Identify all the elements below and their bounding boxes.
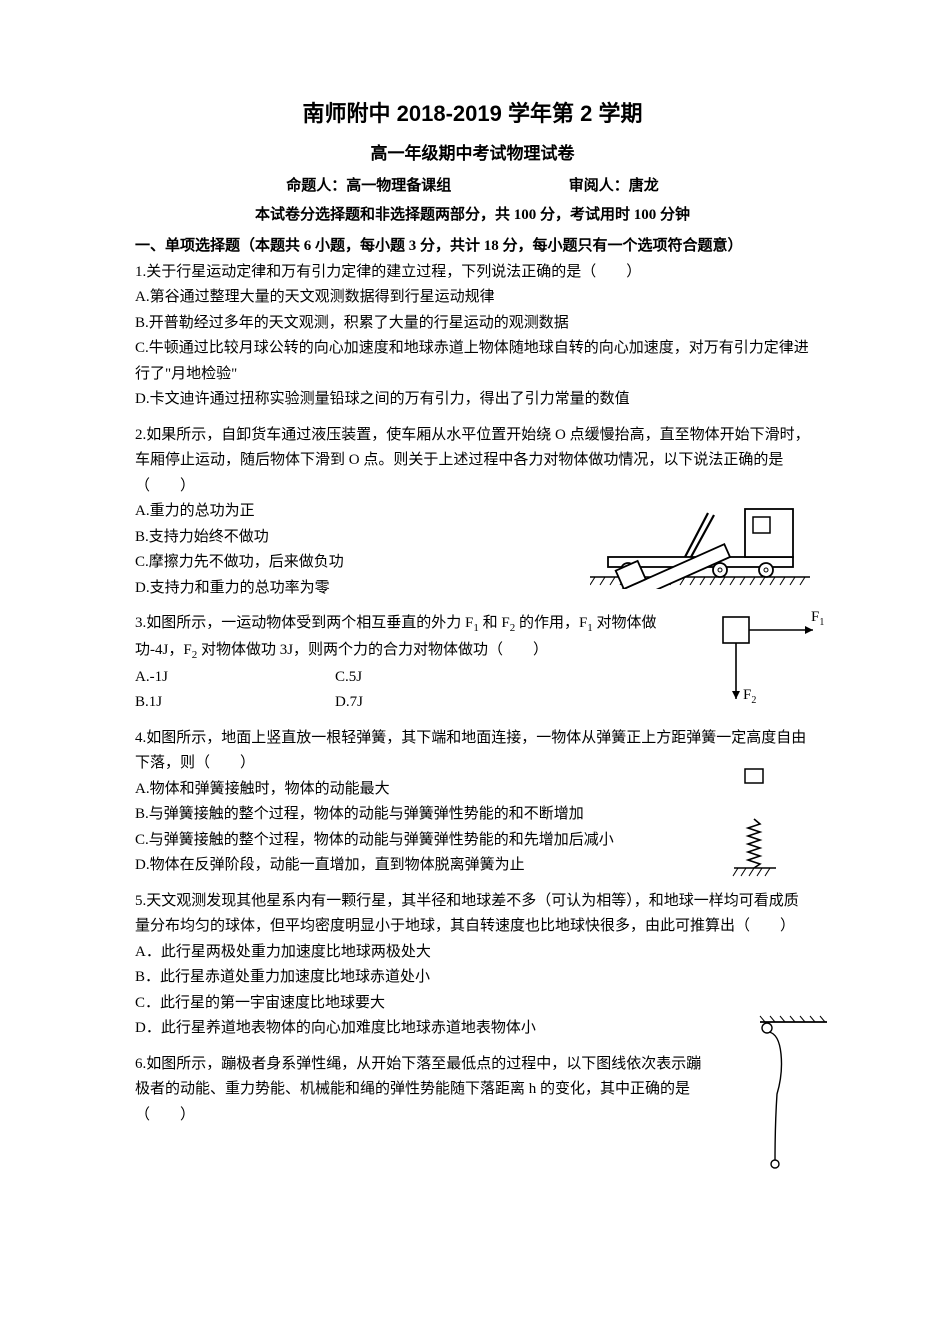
q4-option-a: A.物体和弹簧接触时，物体的动能最大	[135, 777, 810, 803]
q3-option-a: A.-1J	[135, 665, 335, 691]
q4-option-d: D.物体在反弹阶段，动能一直增加，直到物体脱离弹簧为止	[135, 853, 810, 879]
q4-option-b: B.与弹簧接触的整个过程，物体的动能与弹簧弹性势能的和不断增加	[135, 802, 810, 828]
q5-option-c: C．此行星的第一宇宙速度比地球要大	[135, 991, 810, 1017]
q2-figure-truck	[590, 469, 810, 589]
q5-option-b: B．此行星赤道处重力加速度比地球赤道处小	[135, 965, 810, 991]
q1-option-b: B.开普勒经过多年的天文观测，积累了大量的行星运动的观测数据	[135, 311, 810, 337]
question-4: 4.如图所示，地面上竖直放一根轻弹簧，其下端和地面连接，一物体从弹簧正上方距弹簧…	[135, 726, 810, 879]
question-1: 1.关于行星运动定律和万有引力定律的建立过程，下列说法正确的是（ ） A.第谷通…	[135, 260, 810, 413]
q3-stem-part1: 3.如图所示，一运动物体受到两个相互垂直的外力 F	[135, 615, 473, 631]
section-1-heading: 一、单项选择题（本题共 6 小题，每小题 3 分，共计 18 分，每小题只有一个…	[135, 234, 810, 260]
q3-stem: 3.如图所示，一运动物体受到两个相互垂直的外力 F1 和 F2 的作用，F1 对…	[135, 611, 810, 664]
q3-stem-part2: 和 F	[479, 615, 510, 631]
q3-figure-forces: F1 F2	[715, 607, 830, 717]
q1-option-d: D.卡文迪许通过扭称实验测量铅球之间的万有引力，得出了引力常量的数值	[135, 387, 810, 413]
q3-option-b: B.1J	[135, 690, 335, 716]
svg-text:F2: F2	[743, 687, 756, 706]
exam-subtitle: 高一年级期中考试物理试卷	[135, 140, 810, 169]
q3-option-c: C.5J	[335, 665, 535, 691]
q3-stem-part3: 的作用，F	[515, 615, 587, 631]
question-3: 3.如图所示，一运动物体受到两个相互垂直的外力 F1 和 F2 的作用，F1 对…	[135, 611, 810, 715]
q6-stem: 6.如图所示，蹦极者身系弹性绳，从开始下落至最低点的过程中，以下图线依次表示蹦极…	[135, 1052, 810, 1129]
question-5: 5.天文观测发现其他星系内有一颗行星，其半径和地球差不多（可认为相等），和地球一…	[135, 889, 810, 1042]
q5-stem: 5.天文观测发现其他星系内有一颗行星，其半径和地球差不多（可认为相等），和地球一…	[135, 889, 810, 940]
authors-line: 命题人：高一物理备课组 审阅人：唐龙	[135, 174, 810, 200]
question-6: 6.如图所示，蹦极者身系弹性绳，从开始下落至最低点的过程中，以下图线依次表示蹦极…	[135, 1052, 810, 1129]
exam-title: 南师附中 2018-2019 学年第 2 学期	[135, 95, 810, 132]
q3-option-d: D.7J	[335, 690, 535, 716]
exam-instructions: 本试卷分选择题和非选择题两部分，共 100 分，考试用时 100 分钟	[135, 203, 810, 229]
q1-option-c: C.牛顿通过比较月球公转的向心加速度和地球赤道上物体随地球自转的向心加速度，对万…	[135, 336, 810, 387]
q4-figure-spring	[730, 764, 780, 884]
q4-stem: 4.如图所示，地面上竖直放一根轻弹簧，其下端和地面连接，一物体从弹簧正上方距弹簧…	[135, 726, 810, 777]
author-proposer: 命题人：高一物理备课组	[286, 178, 451, 194]
q4-option-c: C.与弹簧接触的整个过程，物体的动能与弹簧弹性势能的和先增加后减小	[135, 828, 810, 854]
question-2: 2.如果所示，自卸货车通过液压装置，使车厢从水平位置开始绕 O 点缓慢抬高，直至…	[135, 423, 810, 602]
q1-stem: 1.关于行星运动定律和万有引力定律的建立过程，下列说法正确的是（ ）	[135, 260, 810, 286]
q5-option-a: A．此行星两极处重力加速度比地球两极处大	[135, 940, 810, 966]
q1-option-a: A.第谷通过整理大量的天文观测数据得到行星运动规律	[135, 285, 810, 311]
author-reviewer: 审阅人：唐龙	[569, 178, 659, 194]
q5-option-d: D．此行星养道地表物体的向心加难度比地球赤道地表物体小	[135, 1016, 810, 1042]
svg-text:F1: F1	[811, 609, 824, 628]
q3-stem-part5: 对物体做功 3J，则两个力的合力对物体做功（ ）	[197, 642, 548, 658]
